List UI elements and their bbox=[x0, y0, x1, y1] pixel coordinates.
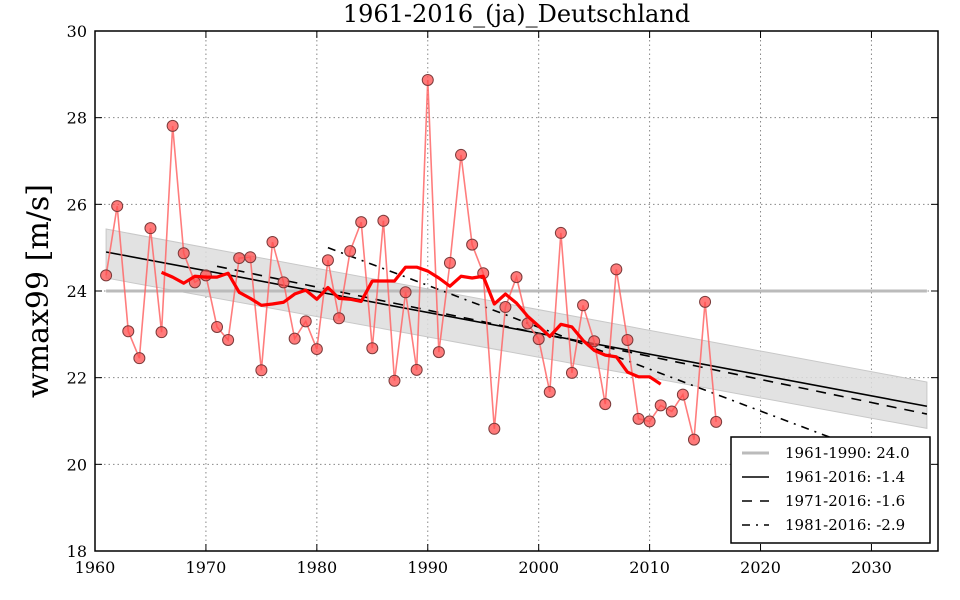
observation-point bbox=[255, 364, 268, 377]
legend: 1961-1990: 24.0 1961-2016: -1.4 1971-2016:… bbox=[730, 436, 931, 544]
observation-line bbox=[105, 79, 717, 440]
legend-label: 1971-2016: -1.6 bbox=[785, 492, 905, 510]
observation-point bbox=[610, 263, 623, 276]
observation-point bbox=[687, 433, 700, 446]
observation-point bbox=[632, 412, 645, 425]
observation-point bbox=[432, 346, 445, 359]
y-tick-labels: 18 20 22 24 26 28 30 bbox=[67, 22, 87, 561]
observation-point bbox=[177, 247, 190, 260]
observation-point bbox=[410, 363, 423, 376]
observation-point bbox=[532, 333, 545, 346]
x-tick-label: 1980 bbox=[296, 558, 337, 577]
observation-point bbox=[155, 326, 168, 339]
x-tick-label: 2030 bbox=[851, 558, 892, 577]
observation-point bbox=[676, 388, 689, 401]
x-tick-labels: 1960 1970 1980 1990 2000 2010 2020 2030 bbox=[75, 558, 892, 577]
observation-point bbox=[499, 301, 512, 314]
observation-point bbox=[133, 352, 146, 365]
y-tick-label: 24 bbox=[67, 282, 87, 301]
trend-lines-layer bbox=[105, 246, 928, 475]
legend-items: 1961-1990: 24.0 1961-2016: -1.4 1971-2016:… bbox=[742, 444, 910, 534]
observation-point bbox=[388, 374, 401, 387]
x-tick-label: 1960 bbox=[75, 558, 116, 577]
observation-point bbox=[421, 73, 434, 86]
legend-label: 1981-2016: -2.9 bbox=[785, 516, 905, 534]
observation-point bbox=[222, 333, 235, 346]
observation-point bbox=[266, 236, 279, 249]
observation-point bbox=[455, 148, 468, 161]
observation-point bbox=[643, 415, 656, 428]
observation-point bbox=[443, 256, 456, 269]
observation-point bbox=[543, 385, 556, 398]
observation-point bbox=[111, 200, 124, 213]
y-tick-label: 18 bbox=[67, 542, 87, 561]
observation-point bbox=[366, 342, 379, 355]
observation-point bbox=[588, 335, 601, 348]
x-tick-label: 1970 bbox=[186, 558, 227, 577]
x-tick-label: 2000 bbox=[518, 558, 559, 577]
moving-average-line bbox=[160, 265, 662, 386]
y-tick-label: 28 bbox=[67, 109, 87, 128]
observation-point bbox=[665, 405, 678, 418]
observation-point bbox=[288, 332, 301, 345]
moving-average-layer bbox=[160, 265, 662, 386]
legend-label: 1961-1990: 24.0 bbox=[785, 444, 910, 462]
observation-point bbox=[565, 366, 578, 379]
observation-point bbox=[310, 343, 323, 356]
observation-point bbox=[377, 214, 390, 227]
observation-point bbox=[355, 216, 368, 229]
x-tick-label: 2020 bbox=[740, 558, 781, 577]
observation-point bbox=[699, 295, 712, 308]
observation-point bbox=[621, 333, 634, 346]
observation-point bbox=[122, 325, 135, 338]
legend-label: 1961-2016: -1.4 bbox=[785, 468, 905, 486]
observation-point bbox=[510, 271, 523, 284]
y-tick-label: 30 bbox=[67, 22, 87, 41]
observation-point bbox=[577, 299, 590, 312]
observation-point bbox=[211, 320, 224, 333]
observation-point bbox=[277, 276, 290, 289]
observation-point bbox=[333, 312, 346, 325]
observation-point bbox=[144, 222, 157, 235]
observation-point bbox=[599, 398, 612, 411]
y-tick-label: 26 bbox=[67, 195, 87, 214]
observation-point bbox=[166, 119, 179, 132]
observations-layer bbox=[100, 73, 723, 446]
observation-point bbox=[654, 399, 667, 412]
observation-point bbox=[554, 226, 567, 239]
axis-ticks bbox=[94, 30, 938, 552]
x-tick-label: 1990 bbox=[407, 558, 448, 577]
observation-point bbox=[488, 422, 501, 435]
trend-line-dashdot bbox=[327, 246, 928, 475]
observation-point bbox=[100, 269, 113, 282]
y-tick-label: 22 bbox=[67, 369, 87, 388]
observation-point bbox=[344, 245, 357, 258]
observation-point bbox=[399, 286, 412, 299]
y-axis-label: wmax99 [m/s] bbox=[21, 184, 56, 398]
y-tick-label: 20 bbox=[67, 455, 87, 474]
trend-line-dashed bbox=[216, 265, 928, 415]
observation-point bbox=[244, 251, 257, 264]
observation-point bbox=[299, 315, 312, 328]
chart-title: 1961-2016_(ja)_Deutschland bbox=[343, 0, 690, 28]
observation-point bbox=[466, 238, 479, 251]
observation-point bbox=[321, 254, 334, 267]
observation-point bbox=[233, 252, 246, 265]
x-tick-label: 2010 bbox=[629, 558, 670, 577]
observation-point bbox=[710, 415, 723, 428]
